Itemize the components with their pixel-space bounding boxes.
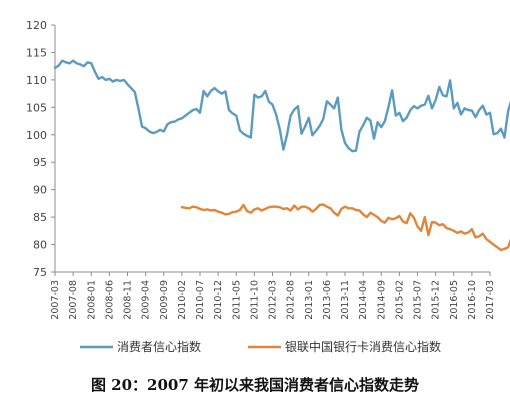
x-tick-label: 2008-11 bbox=[123, 280, 134, 320]
x-tick-label: 2011-05 bbox=[231, 280, 242, 320]
figure-caption: 图 20：2007 年初以来我国消费者信心指数走势 bbox=[91, 376, 419, 394]
y-tick-label: 85 bbox=[33, 211, 47, 224]
series-line-1 bbox=[53, 59, 510, 153]
x-tick-label: 2016-10 bbox=[467, 280, 478, 320]
series-layer bbox=[53, 59, 510, 252]
x-tick-label: 2008-06 bbox=[104, 280, 115, 320]
series-line-2 bbox=[180, 203, 510, 252]
y-tick-label: 105 bbox=[26, 101, 47, 114]
legend: 消费者信心指数 银联中国银行卡消费信心指数 bbox=[80, 339, 441, 354]
y-axis: 75 80 85 90 95 100 105 110 115 120 bbox=[26, 19, 55, 279]
y-tick-label: 100 bbox=[26, 129, 47, 142]
x-tick-label: 2007-03 bbox=[50, 280, 61, 320]
x-tick-label: 2010-02 bbox=[177, 280, 188, 320]
legend-label-1: 消费者信心指数 bbox=[117, 339, 201, 354]
x-tick-label: 2010-07 bbox=[195, 280, 206, 320]
x-tick-label: 2008-01 bbox=[86, 280, 97, 320]
y-tick-label: 120 bbox=[26, 19, 47, 32]
x-tick-label: 2014-09 bbox=[376, 280, 387, 320]
x-tick-label: 2016-05 bbox=[449, 280, 460, 320]
y-tick-label: 115 bbox=[26, 46, 47, 59]
y-tick-label: 80 bbox=[33, 239, 47, 252]
x-tick-label: 2007-08 bbox=[68, 280, 79, 320]
y-tick-label: 75 bbox=[33, 266, 47, 279]
x-tick-label: 2017-03 bbox=[485, 280, 496, 320]
x-tick-label: 2015-07 bbox=[413, 280, 424, 320]
x-tick-label: 2009-09 bbox=[159, 280, 170, 320]
y-tick-label: 90 bbox=[33, 184, 47, 197]
y-tick-label: 95 bbox=[33, 156, 47, 169]
x-axis: 2007-03 2007-08 2008-01 2008-06 2008-11 2009-… bbox=[50, 272, 496, 320]
x-tick-label: 2012-03 bbox=[268, 280, 279, 320]
x-tick-label: 2013-06 bbox=[322, 280, 333, 320]
x-tick-label: 2012-08 bbox=[286, 280, 297, 320]
x-tick-label: 2013-01 bbox=[304, 280, 315, 320]
x-tick-label: 2011-10 bbox=[249, 280, 260, 320]
x-tick-label: 2009-04 bbox=[141, 280, 152, 320]
x-tick-label: 2010-12 bbox=[213, 280, 224, 320]
plot-area bbox=[54, 25, 490, 273]
x-tick-label: 2015-02 bbox=[394, 280, 405, 320]
legend-label-2: 银联中国银行卡消费信心指数 bbox=[285, 339, 441, 354]
x-tick-label: 2014-04 bbox=[358, 280, 369, 320]
x-tick-label: 2013-11 bbox=[340, 280, 351, 320]
x-tick-label: 2015-12 bbox=[431, 280, 442, 320]
y-tick-label: 110 bbox=[26, 74, 47, 87]
